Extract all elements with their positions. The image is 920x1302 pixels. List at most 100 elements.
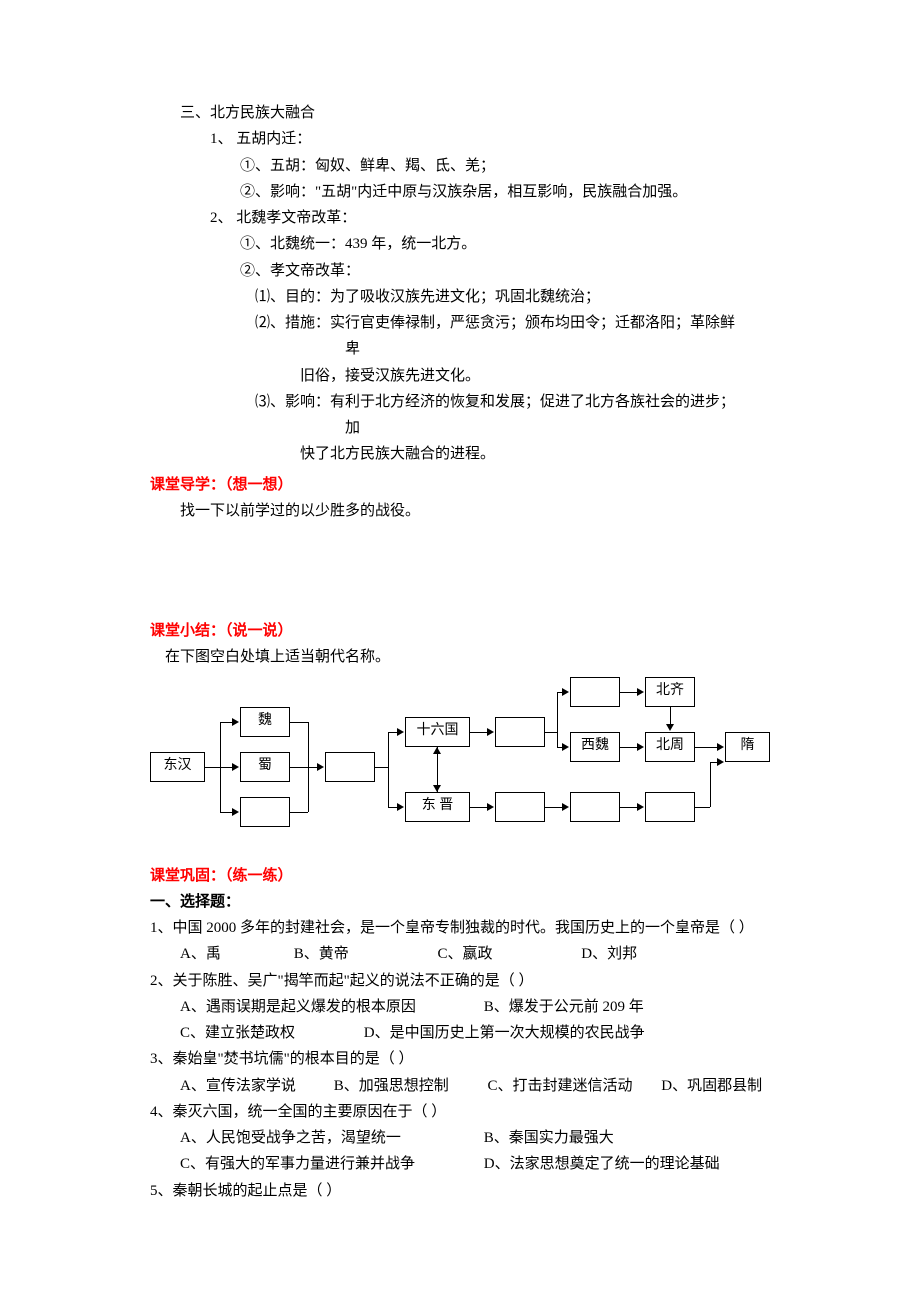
- flow-node-blank-jin: [325, 752, 375, 782]
- flow-node-wei: 魏: [240, 707, 290, 737]
- guide-heading: 课堂导学：（想一想）: [150, 472, 770, 498]
- question-options: C、建立张楚政权 D、是中国历史上第一次大规模的农民战争: [180, 1020, 770, 1046]
- option-b: B、加强思想控制: [334, 1073, 484, 1099]
- flow-edge: [290, 722, 308, 723]
- flow-edge: [695, 747, 718, 748]
- arrow-right-icon: [637, 803, 644, 811]
- question-stem: 2、关于陈胜、吴广"揭竿而起"起义的说法不正确的是（ ）: [150, 968, 770, 994]
- flow-edge: [470, 732, 488, 733]
- flow-node-shu: 蜀: [240, 752, 290, 782]
- question-options: A、禹 B、黄帝 C、嬴政 D、刘邦: [180, 941, 770, 967]
- flow-node-xiwei: 西魏: [570, 732, 620, 762]
- flow-edge: [220, 722, 221, 767]
- flow-edge: [290, 812, 308, 813]
- question-options: A、宣传法家学说 B、加强思想控制 C、打击封建迷信活动 D、巩固郡县制: [180, 1073, 770, 1099]
- option-a: A、宣传法家学说: [180, 1073, 330, 1099]
- flow-edge: [710, 762, 711, 807]
- arrow-right-icon: [717, 758, 724, 766]
- arrow-down-icon: [433, 785, 441, 792]
- flow-edge: [375, 767, 388, 768]
- option-a: A、人民饱受战争之苦，渴望统一: [180, 1125, 480, 1151]
- option-d: D、法家思想奠定了统一的理论基础: [484, 1151, 720, 1177]
- outline-item: ⑴、目的：为了吸收汉族先进文化；巩固北魏统治；: [255, 284, 770, 310]
- option-b: B、黄帝: [294, 941, 434, 967]
- outline-item-cont: 快了北方民族大融合的进程。: [300, 441, 770, 467]
- guide-text: 找一下以前学过的以少胜多的战役。: [180, 498, 770, 524]
- question-stem: 3、秦始皇"焚书坑儒"的根本目的是（ ）: [150, 1046, 770, 1072]
- arrow-right-icon: [232, 808, 239, 816]
- flow-node-sui: 隋: [725, 732, 770, 762]
- flow-node-blank-north: [495, 717, 545, 747]
- flow-edge: [290, 767, 318, 768]
- outline-item: ⑵、措施：实行官吏俸禄制，严惩贪污；颁布均田令；迁都洛阳；革除鲜: [255, 310, 770, 336]
- option-d: D、巩固郡县制: [661, 1073, 762, 1099]
- arrow-right-icon: [487, 728, 494, 736]
- arrow-right-icon: [562, 743, 569, 751]
- arrow-right-icon: [717, 743, 724, 751]
- flow-node-blank-south1: [495, 792, 545, 822]
- option-d: D、是中国历史上第一次大规模的农民战争: [364, 1020, 645, 1046]
- flow-node-beizhou: 北周: [645, 732, 695, 762]
- outline-item-cont: 卑: [345, 336, 770, 362]
- arrow-right-icon: [637, 688, 644, 696]
- flow-node-dongjin: 东 晋: [405, 792, 470, 822]
- arrow-right-icon: [562, 688, 569, 696]
- question-stem: 4、秦灭六国，统一全国的主要原因在于（ ）: [150, 1099, 770, 1125]
- option-c: C、有强大的军事力量进行兼并战争: [180, 1151, 480, 1177]
- outline-item: 1、 五胡内迁：: [210, 126, 770, 152]
- document-page: 三、北方民族大融合 1、 五胡内迁： ①、五胡：匈奴、鲜卑、羯、氐、羌； ②、影…: [0, 0, 920, 1264]
- flow-edge: [220, 767, 221, 812]
- option-d: D、刘邦: [581, 941, 637, 967]
- arrow-right-icon: [232, 718, 239, 726]
- outline-item-cont: 旧俗，接受汉族先进文化。: [300, 363, 770, 389]
- flow-edge: [308, 722, 309, 767]
- arrow-right-icon: [232, 763, 239, 771]
- option-c: C、嬴政: [438, 941, 578, 967]
- arrow-up-icon: [433, 747, 441, 754]
- flow-node-shiliuguo: 十六国: [405, 717, 470, 747]
- arrow-right-icon: [637, 743, 644, 751]
- flow-node-blank-wu: [240, 797, 290, 827]
- question-stem: 1、中国 2000 多年的封建社会，是一个皇帝专制独裁的时代。我国历史上的一个皇…: [150, 915, 770, 941]
- flow-edge: [470, 807, 488, 808]
- summary-heading: 课堂小结：（说一说）: [150, 618, 770, 644]
- summary-text: 在下图空白处填上适当朝代名称。: [165, 644, 770, 670]
- outline-item: 2、 北魏孝文帝改革：: [210, 205, 770, 231]
- arrow-right-icon: [317, 763, 324, 771]
- option-b: B、爆发于公元前 209 年: [484, 994, 644, 1020]
- flow-edge: [620, 692, 638, 693]
- option-b: B、秦国实力最强大: [484, 1125, 614, 1151]
- option-a: A、遇雨误期是起义爆发的根本原因: [180, 994, 480, 1020]
- option-a: A、禹: [180, 941, 290, 967]
- flow-node-beiqi: 北齐: [645, 677, 695, 707]
- arrow-right-icon: [397, 803, 404, 811]
- flow-node-blank-ne: [570, 677, 620, 707]
- flow-edge: [388, 732, 389, 807]
- option-c: C、打击封建迷信活动: [488, 1073, 658, 1099]
- flow-edge: [557, 692, 558, 747]
- flow-node-blank-south2: [570, 792, 620, 822]
- arrow-right-icon: [562, 803, 569, 811]
- arrow-down-icon: [666, 724, 674, 731]
- section-3-heading: 三、北方民族大融合: [180, 100, 770, 126]
- flow-edge: [545, 807, 563, 808]
- outline-item: ⑶、影响：有利于北方经济的恢复和发展；促进了北方各族社会的进步；: [255, 389, 770, 415]
- question-options: C、有强大的军事力量进行兼并战争 D、法家思想奠定了统一的理论基础: [180, 1151, 770, 1177]
- arrow-right-icon: [397, 728, 404, 736]
- outline-item: ①、北魏统一：439 年，统一北方。: [240, 231, 770, 257]
- option-c: C、建立张楚政权: [180, 1020, 360, 1046]
- consolidate-heading: 课堂巩固：（练一练）: [150, 863, 770, 889]
- question-stem: 5、秦朝长城的起止点是（ ）: [150, 1178, 770, 1204]
- flow-edge: [620, 807, 638, 808]
- outline-item: ②、孝文帝改革：: [240, 258, 770, 284]
- question-options: A、遇雨误期是起义爆发的根本原因 B、爆发于公元前 209 年: [180, 994, 770, 1020]
- outline-item: ②、影响："五胡"内迁中原与汉族杂居，相互影响，民族融合加强。: [240, 179, 770, 205]
- flow-edge: [695, 807, 710, 808]
- outline-item: ①、五胡：匈奴、鲜卑、羯、氐、羌；: [240, 153, 770, 179]
- mc-section-heading: 一、选择题：: [150, 889, 770, 915]
- flow-node-blank-south3: [645, 792, 695, 822]
- arrow-right-icon: [487, 803, 494, 811]
- flow-edge: [205, 767, 233, 768]
- flow-edge: [670, 707, 671, 725]
- flow-edge: [545, 732, 557, 733]
